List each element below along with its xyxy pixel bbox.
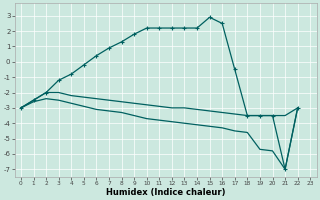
X-axis label: Humidex (Indice chaleur): Humidex (Indice chaleur) [106,188,225,197]
